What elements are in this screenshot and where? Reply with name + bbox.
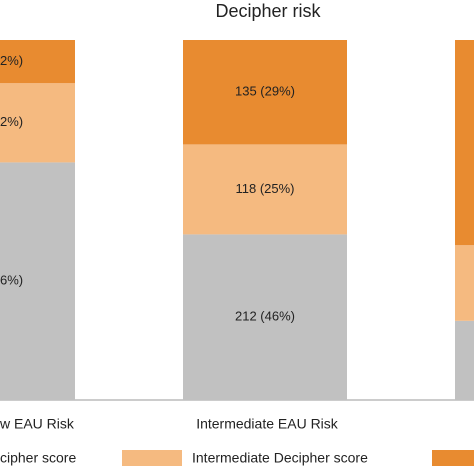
bar-segment — [455, 320, 474, 400]
legend-swatch — [432, 450, 474, 466]
bar-segment — [455, 40, 474, 246]
legend-label: Intermediate Decipher score — [192, 450, 368, 466]
bar-segment — [0, 162, 75, 400]
data-label: 2%) — [0, 53, 23, 68]
bar-segment — [0, 83, 75, 163]
data-label: 6%) — [0, 273, 23, 288]
x-tick-label: w EAU Risk — [0, 416, 75, 432]
bar-segment — [183, 234, 347, 400]
legend-label: cipher score — [0, 450, 76, 466]
data-label: 2%) — [0, 114, 23, 129]
bar-segment — [0, 40, 75, 84]
legend-swatch — [122, 450, 182, 466]
data-label: 212 (46%) — [235, 309, 295, 324]
bar-segment — [183, 40, 347, 145]
data-label: 118 (25%) — [235, 181, 294, 196]
chart-title: Decipher risk — [215, 1, 321, 21]
bar-segment — [183, 144, 347, 235]
data-label: 135 (29%) — [235, 84, 295, 99]
x-tick-label: Intermediate EAU Risk — [196, 416, 339, 432]
bar-segment — [455, 245, 474, 321]
